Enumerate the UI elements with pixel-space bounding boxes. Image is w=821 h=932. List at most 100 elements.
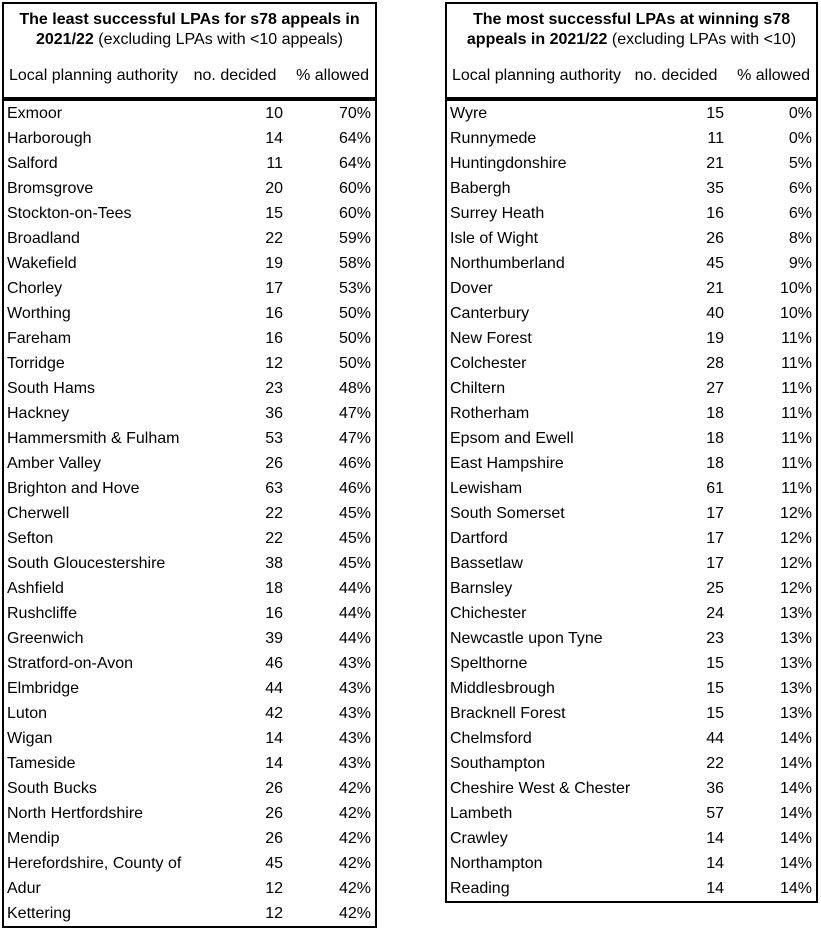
table-title-bold: The most successful LPAs at winning s78 … <box>466 11 791 48</box>
cell-allowed: 50% <box>338 305 371 322</box>
cell-decided: 22 <box>265 230 283 247</box>
cell-allowed: 11% <box>781 405 812 422</box>
cell-allowed: 42% <box>338 880 371 897</box>
table-row: Canterbury 40 10% <box>447 301 816 326</box>
cell-authority: South Hams <box>7 380 96 397</box>
cell-authority: Cheshire West & Chester <box>450 780 631 797</box>
column-header-decided: no. decided <box>193 67 277 84</box>
cell-authority: Tameside <box>7 755 76 772</box>
cell-allowed: 0% <box>788 130 812 147</box>
table-row: Chorley 17 53% <box>4 276 375 301</box>
cell-authority: Surrey Heath <box>450 205 545 222</box>
column-header-row: Local planning authority no. decided % a… <box>451 66 812 85</box>
cell-authority: Spelthorne <box>450 655 528 672</box>
cell-authority: Luton <box>7 705 48 722</box>
column-header-allowed: % allowed <box>296 67 369 84</box>
cell-decided: 45 <box>706 255 724 272</box>
column-header-authority: Local planning authority <box>9 67 179 84</box>
table-row: Herefordshire, County of 45 42% <box>4 851 375 876</box>
cell-decided: 12 <box>265 880 283 897</box>
cell-allowed: 14% <box>779 755 812 772</box>
cell-allowed: 0% <box>788 105 812 122</box>
cell-allowed: 14% <box>779 830 812 847</box>
cell-allowed: 42% <box>338 780 371 797</box>
cell-authority: Bromsgrove <box>7 180 94 197</box>
cell-decided: 17 <box>706 530 724 547</box>
cell-authority: Amber Valley <box>7 455 101 472</box>
cell-decided: 17 <box>265 280 283 297</box>
cell-decided: 15 <box>706 655 724 672</box>
cell-authority: Exmoor <box>7 105 63 122</box>
cell-decided: 15 <box>706 705 724 722</box>
cell-decided: 25 <box>706 580 724 597</box>
cell-authority: Bracknell Forest <box>450 705 566 722</box>
table-row: Elmbridge 44 43% <box>4 676 375 701</box>
cell-allowed: 44% <box>338 605 371 622</box>
table-row: Chiltern 27 11% <box>447 376 816 401</box>
cell-allowed: 11% <box>781 355 812 372</box>
cell-allowed: 60% <box>338 205 371 222</box>
table-row: Harborough 14 64% <box>4 126 375 151</box>
cell-decided: 26 <box>265 455 283 472</box>
table-row: Wakefield 19 58% <box>4 251 375 276</box>
cell-allowed: 14% <box>779 805 812 822</box>
cell-allowed: 6% <box>788 180 812 197</box>
cell-decided: 16 <box>265 330 283 347</box>
cell-decided: 19 <box>706 330 724 347</box>
cell-decided: 18 <box>706 430 724 447</box>
cell-decided: 15 <box>706 680 724 697</box>
cell-allowed: 6% <box>788 205 812 222</box>
cell-allowed: 64% <box>338 130 371 147</box>
table-row: Exmoor 10 70% <box>4 101 375 126</box>
table-row: Tameside 14 43% <box>4 751 375 776</box>
cell-allowed: 12% <box>779 580 812 597</box>
table-row: Rushcliffe 16 44% <box>4 601 375 626</box>
column-header-row: Local planning authority no. decided % a… <box>8 66 371 85</box>
cell-decided: 22 <box>706 755 724 772</box>
cell-allowed: 8% <box>788 230 812 247</box>
table-most-successful: The most successful LPAs at winning s78 … <box>445 2 818 903</box>
table-row: Bassetlaw 17 12% <box>447 551 816 576</box>
table-title: The least successful LPAs for s78 appeal… <box>8 10 371 50</box>
cell-allowed: 11% <box>781 455 812 472</box>
table-row: North Hertfordshire 26 42% <box>4 801 375 826</box>
cell-decided: 17 <box>706 505 724 522</box>
cell-authority: Harborough <box>7 130 92 147</box>
cell-decided: 18 <box>706 455 724 472</box>
cell-allowed: 45% <box>338 555 371 572</box>
table-title-note: (excluding LPAs with <10) <box>607 31 797 48</box>
cell-authority: North Hertfordshire <box>7 805 144 822</box>
table-row: Torridge 12 50% <box>4 351 375 376</box>
cell-authority: Kettering <box>7 905 72 922</box>
cell-allowed: 13% <box>779 605 812 622</box>
cell-authority: East Hampshire <box>450 455 564 472</box>
cell-decided: 40 <box>706 305 724 322</box>
column-header-authority: Local planning authority <box>452 67 622 84</box>
cell-decided: 21 <box>706 155 724 172</box>
cell-decided: 15 <box>265 205 283 222</box>
table-title-note: (excluding LPAs with <10 appeals) <box>93 31 344 48</box>
table-row: Brighton and Hove 63 46% <box>4 476 375 501</box>
cell-allowed: 47% <box>338 430 371 447</box>
table-row: Stockton-on-Tees 15 60% <box>4 201 375 226</box>
cell-decided: 26 <box>265 780 283 797</box>
cell-allowed: 50% <box>338 355 371 372</box>
cell-authority: Runnymede <box>450 130 537 147</box>
cell-allowed: 58% <box>338 255 371 272</box>
cell-allowed: 43% <box>338 680 371 697</box>
cell-authority: South Bucks <box>7 780 97 797</box>
column-header-decided: no. decided <box>634 67 718 84</box>
cell-decided: 23 <box>706 630 724 647</box>
cell-authority: Colchester <box>450 355 527 372</box>
cell-authority: New Forest <box>450 330 532 347</box>
cell-allowed: 53% <box>338 280 371 297</box>
cell-allowed: 43% <box>338 655 371 672</box>
cell-decided: 10 <box>265 105 283 122</box>
cell-decided: 18 <box>706 405 724 422</box>
cell-decided: 36 <box>706 780 724 797</box>
cell-decided: 16 <box>706 205 724 222</box>
cell-decided: 61 <box>706 480 724 497</box>
cell-authority: Wyre <box>450 105 488 122</box>
table-row: Bromsgrove 20 60% <box>4 176 375 201</box>
table-least-successful: The least successful LPAs for s78 appeal… <box>2 2 377 928</box>
